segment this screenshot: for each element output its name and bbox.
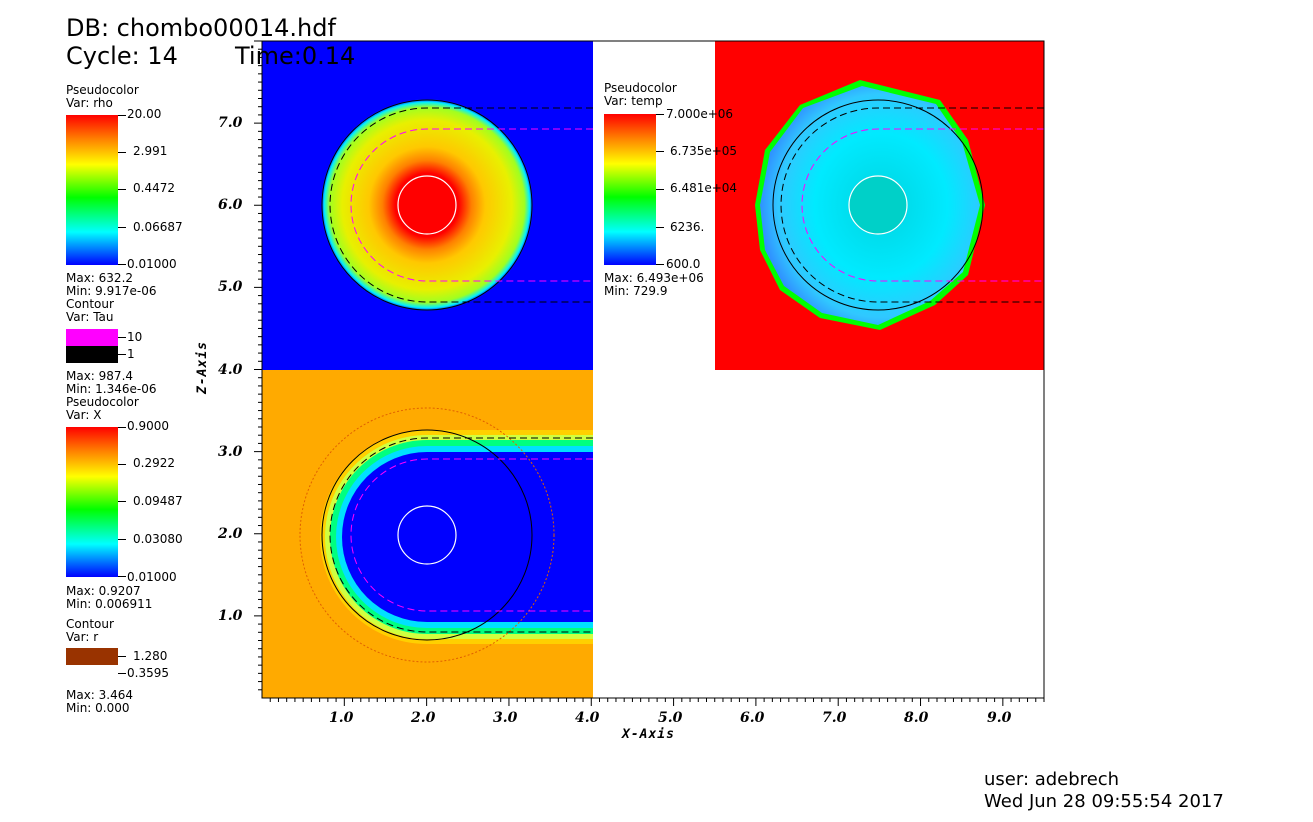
- x-axis-title: X-Axis: [622, 727, 675, 742]
- z-axis-ticks: [254, 40, 262, 691]
- legend-tau-swatch: [66, 346, 118, 363]
- legend-r-swatch: [66, 648, 118, 665]
- z-tick-label: 3.0: [218, 444, 243, 460]
- x-axis-ticks: [269, 698, 1045, 706]
- legend-temp-max: Max: 6.493e+06: [604, 271, 704, 285]
- time-label: Time:0.14: [235, 42, 356, 70]
- legend-rho-colorbar: [66, 115, 118, 265]
- legend-temp-plot-type: Pseudocolor: [604, 81, 677, 95]
- user-label: user: adebrech: [984, 769, 1120, 790]
- z-tick-label: 1.0: [218, 608, 243, 624]
- legend-temp-var: Var: temp: [604, 94, 663, 108]
- z-tick-label: 2.0: [218, 526, 243, 542]
- legend-rho-max: Max: 632.2: [66, 271, 134, 285]
- legend-rho-plot-type: Pseudocolor: [66, 83, 139, 97]
- x-tick-label: 6.0: [740, 710, 765, 726]
- legend-r-level: 0.3595: [127, 666, 169, 680]
- legend-temp-tick: 6236.: [670, 220, 705, 234]
- z-tick-label: 4.0: [218, 362, 243, 378]
- legend-temp-tick: 6.481e+04: [670, 181, 738, 195]
- legend-x-tick: 0.9000: [127, 419, 169, 433]
- legend-x-tick: 0.03080: [133, 532, 183, 546]
- panel-temp: [715, 41, 1044, 370]
- legend-x-min: Min: 0.006911: [66, 597, 153, 611]
- database-label: DB: chombo00014.hdf: [66, 14, 336, 42]
- z-tick-label: 6.0: [218, 197, 243, 213]
- legend-rho-tick: 0.01000: [127, 257, 177, 271]
- legend-tau-level: 10: [127, 330, 143, 344]
- legend-tau-plot-type: Contour: [66, 297, 114, 311]
- legend-x-tick: 0.09487: [133, 494, 183, 508]
- legend-tau-level: 1: [127, 347, 135, 361]
- cycle-label: Cycle: 14: [66, 42, 178, 70]
- legend-tau-max: Max: 987.4: [66, 369, 134, 383]
- legend-tau-swatch: [66, 329, 118, 346]
- legend-x-colorbar: [66, 427, 118, 577]
- legend-temp-tick: 7.000e+06: [666, 107, 734, 121]
- legend-temp-colorbar: [604, 114, 656, 265]
- x-tick-label: 8.0: [904, 710, 929, 726]
- legend-rho-tick: 0.06687: [133, 220, 183, 234]
- legend-r-plot-type: Contour: [66, 617, 114, 631]
- panel-x: [262, 370, 593, 698]
- legend-rho-tick: 0.4472: [133, 181, 175, 195]
- legend-r-level: 1.280: [133, 649, 168, 663]
- legend-temp-min: Min: 729.9: [604, 284, 668, 298]
- x-tick-label: 3.0: [493, 710, 518, 726]
- z-tick-label: 5.0: [218, 279, 243, 295]
- legend-temp-tick: 6.735e+05: [670, 144, 738, 158]
- legend-x-max: Max: 0.9207: [66, 584, 141, 598]
- x-tick-label: 1.0: [329, 710, 354, 726]
- legend-r-var: Var: r: [66, 630, 99, 644]
- x-tick-label: 2.0: [411, 710, 436, 726]
- legend-x-var: Var: X: [66, 408, 102, 422]
- legend-x-tick: 0.2922: [133, 456, 175, 470]
- legend-x-tick: 0.01000: [127, 570, 177, 584]
- x-tick-label: 7.0: [822, 710, 847, 726]
- z-axis-title: Z-Axis: [194, 341, 210, 394]
- legend-rho-min: Min: 9.917e-06: [66, 284, 157, 298]
- panel-rho: [262, 41, 593, 370]
- legend-r-min: Min: 0.000: [66, 701, 130, 715]
- legend-rho-tick: 2.991: [133, 144, 168, 158]
- legend-rho-var: Var: rho: [66, 96, 113, 110]
- x-tick-label: 4.0: [575, 710, 600, 726]
- x-tick-label: 5.0: [658, 710, 683, 726]
- legend-tau-var: Var: Tau: [66, 310, 114, 324]
- z-tick-label: 7.0: [218, 115, 243, 131]
- legend-r-max: Max: 3.464: [66, 688, 134, 702]
- legend-rho-tick: 20.00: [127, 107, 162, 121]
- timestamp-label: Wed Jun 28 09:55:54 2017: [984, 791, 1224, 812]
- legend-tau-min: Min: 1.346e-06: [66, 382, 157, 396]
- legend-x-plot-type: Pseudocolor: [66, 395, 139, 409]
- legend-temp-tick: 600.0: [666, 257, 701, 271]
- x-tick-label: 9.0: [987, 710, 1012, 726]
